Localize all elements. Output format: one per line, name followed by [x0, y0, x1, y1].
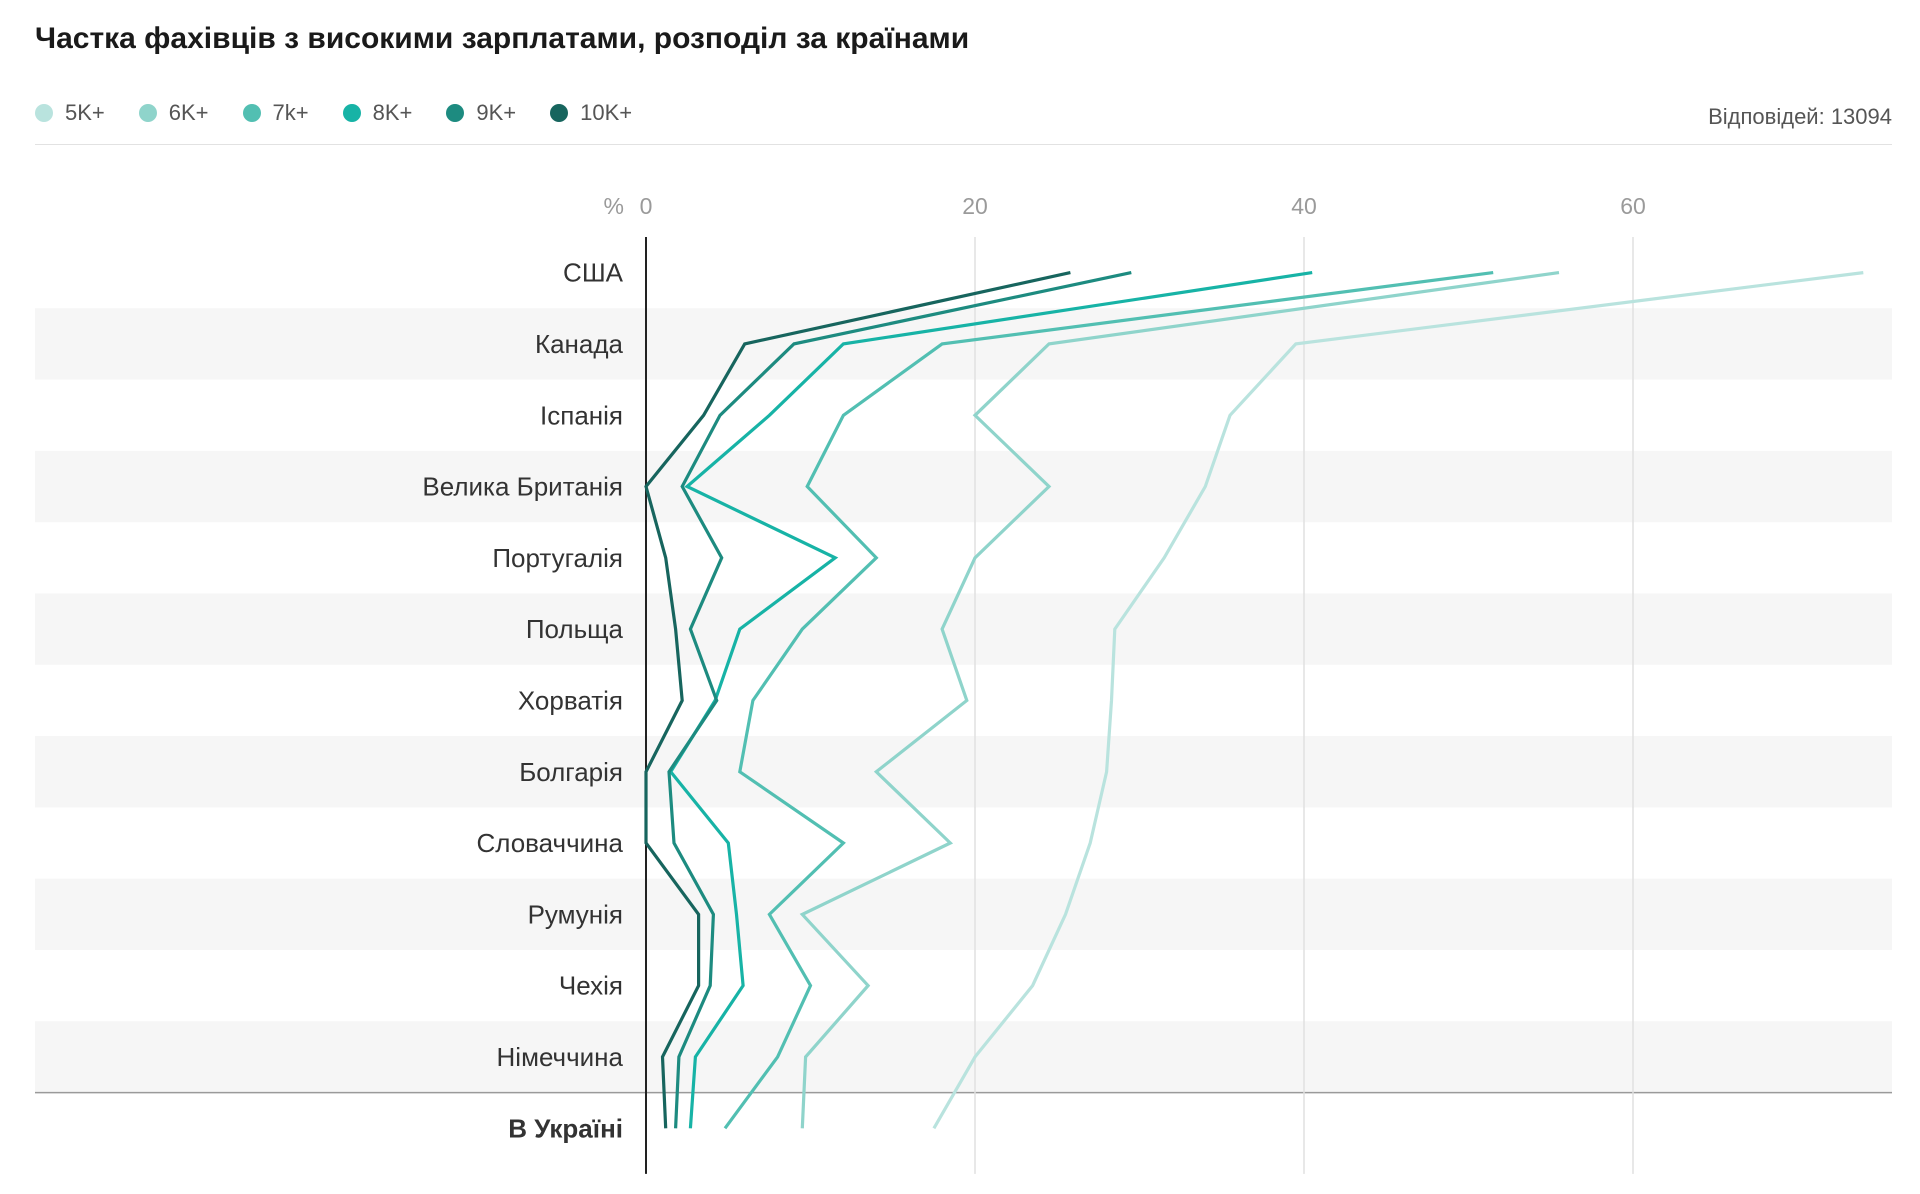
legend-item[interactable]: 5K+ — [35, 100, 105, 126]
legend-swatch — [342, 104, 361, 122]
chart-title: Частка фахівців з високими зарплатами, р… — [35, 22, 970, 55]
category-label: В Україні — [508, 1113, 623, 1143]
row-band — [35, 878, 1892, 950]
category-labels: США Канада Іспанія Велика Британія Португалі… — [422, 258, 623, 1144]
legend-swatch — [138, 104, 157, 122]
category-label: Болгарія — [519, 757, 623, 787]
x-tick-label: 20 — [962, 193, 988, 219]
row-band — [35, 593, 1892, 665]
legend-swatch — [242, 104, 261, 122]
category-label: Хорватія — [518, 685, 623, 715]
responses-count: Відповідей: 13094 — [1708, 104, 1892, 129]
category-label: Чехія — [559, 971, 623, 1001]
legend-label: 9K+ — [476, 100, 517, 125]
legend-label: 8K+ — [372, 100, 413, 125]
legend-label: 10K+ — [580, 100, 633, 125]
row-band — [35, 1021, 1892, 1093]
legend-item[interactable]: 8K+ — [342, 100, 413, 126]
series-line-5K+ — [932, 271, 1864, 1130]
row-band — [35, 736, 1892, 808]
category-label: США — [563, 258, 624, 288]
x-tick-label: 0 — [640, 193, 653, 219]
legend-item[interactable]: 7k+ — [242, 100, 309, 126]
x-grid: 0 20 40 60% — [604, 193, 1646, 1174]
legend-label: 5K+ — [65, 100, 105, 125]
series-line-10K+ — [644, 271, 1071, 1129]
legend-label: 6K+ — [168, 100, 209, 125]
category-label: Словаччина — [476, 828, 623, 858]
category-label: Німеччина — [497, 1042, 624, 1072]
series-line-6K+ — [799, 271, 1560, 1129]
category-label: Велика Британія — [422, 472, 623, 502]
header-divider — [35, 144, 1892, 145]
legend-item[interactable]: 9K+ — [446, 100, 516, 126]
axis-unit-label: % — [604, 193, 624, 219]
legend-swatch — [446, 104, 465, 122]
legend-swatch — [35, 104, 53, 122]
x-tick-label: 40 — [1291, 193, 1317, 219]
row-band — [35, 450, 1892, 523]
category-label: Румунія — [528, 899, 623, 929]
legend-item[interactable]: 6K+ — [138, 100, 209, 126]
category-label: Польща — [526, 614, 624, 644]
category-label: Португалія — [492, 543, 623, 573]
x-tick-label: 60 — [1620, 193, 1646, 219]
category-label: Іспанія — [540, 400, 623, 430]
series-lines — [644, 271, 1864, 1130]
legend-swatch — [550, 104, 569, 122]
row-band — [35, 308, 1892, 380]
legend-label: 7k+ — [272, 100, 309, 125]
series-line-9K+ — [667, 271, 1132, 1129]
legend: 5K+ 6K+ 7k+ 8K+ 9K+ 10K+ — [35, 100, 666, 126]
row-bands — [35, 308, 1892, 1093]
series-line-7k+ — [723, 271, 1494, 1130]
legend-item[interactable]: 10K+ — [550, 100, 632, 126]
category-label: Канада — [535, 329, 624, 359]
